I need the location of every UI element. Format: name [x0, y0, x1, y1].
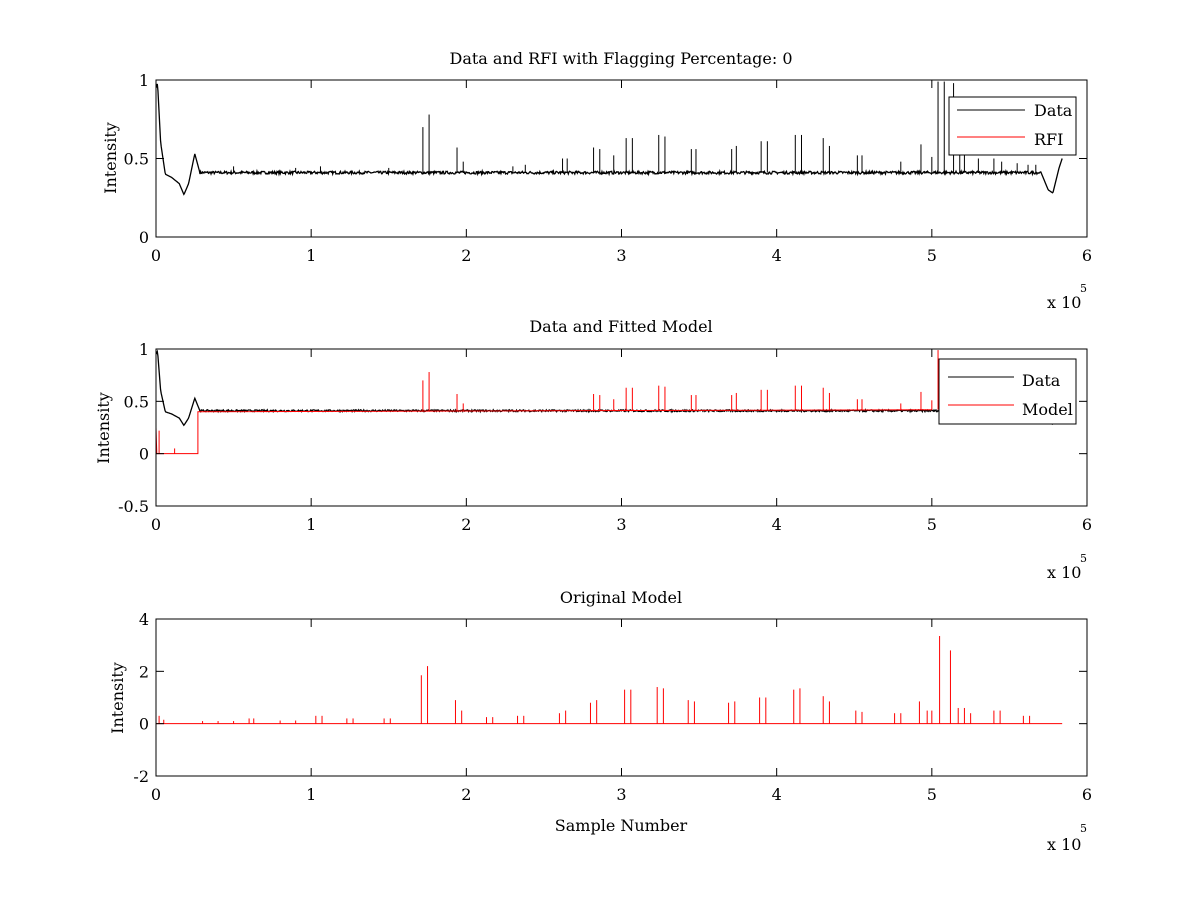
panel-1-x-scale-note: x 10	[1047, 293, 1081, 312]
panel-3-x-scale-note: x 10	[1047, 835, 1081, 854]
panel-1-x-tick-label: 5	[927, 246, 937, 265]
panel-1-series-group	[156, 81, 1063, 196]
panel-2-x-tick-label: 6	[1082, 515, 1092, 534]
panel-2-y-tick-label: 0	[139, 445, 149, 464]
panel-2: Data and Fitted Model 0 1 2 3 4 5 6-0.500.51 I…	[94, 317, 1092, 582]
panel-1-x-tick-label: 1	[306, 246, 316, 265]
panel-2-legend: Data Model	[938, 358, 1077, 425]
panel-3-x-exponent: x 10 5	[1047, 822, 1087, 854]
panel-2-ylabel: Intensity	[94, 392, 113, 464]
panel-3-x-tick-label: 2	[461, 785, 471, 804]
panel-3-y-tick-label: 4	[139, 610, 149, 629]
panel-1-y-tick-label: 0	[139, 228, 149, 247]
panel-2-x-tick-label: 4	[772, 515, 782, 534]
panel-1-plot-area: 0 1 2 3 4 5 6 0 0.5 1	[124, 71, 1093, 265]
panel-1-x-scale-exponent: 5	[1080, 282, 1087, 295]
panel-2-y-tick-label: -0.5	[118, 497, 149, 516]
panel-3-x-scale-exponent: 5	[1080, 822, 1087, 835]
panel-2-series-group	[156, 349, 1063, 455]
panel-2-legend-label-model: Model	[1022, 400, 1073, 419]
panel-1-x-tick-label: 3	[616, 246, 626, 265]
panel-1-legend: Data RFI	[948, 96, 1077, 156]
panel-3-y-tick-label: 2	[139, 662, 149, 681]
panel-3-ylabel: Intensity	[108, 662, 127, 734]
panel-1-legend-label-rfi: RFI	[1034, 130, 1063, 149]
panel-2-legend-label-data: Data	[1022, 371, 1061, 390]
panel-2-plot-area: 0 1 2 3 4 5 6-0.500.51	[118, 340, 1092, 534]
panel-3-title: Original Model	[560, 588, 682, 607]
panel-1-legend-box	[948, 96, 1077, 156]
panel-2-x-tick-label: 1	[306, 515, 316, 534]
panel-1-x-tick-label: 0	[151, 246, 161, 265]
panel-3-y-tick-label: 0	[139, 715, 149, 734]
panel-3-x-tick-label: 5	[927, 785, 937, 804]
panel-2-y-tick-label: 0.5	[124, 392, 149, 411]
panel-1: Data and RFI with Flagging Percentage: 0…	[101, 49, 1092, 312]
panel-2-x-exponent: x 10 5	[1047, 552, 1087, 582]
panel-3-x-tick-label: 4	[772, 785, 782, 804]
panel-3-y-tick-label: -2	[133, 767, 149, 786]
panel-2-x-scale-note: x 10	[1047, 563, 1081, 582]
panel-2-x-scale-exponent: 5	[1080, 552, 1087, 565]
panel-1-x-tick-label: 2	[461, 246, 471, 265]
panel-3-xlabel: Sample Number	[555, 816, 688, 835]
panel-3-x-tick-label: 3	[616, 785, 626, 804]
panel-2-x-tick-label: 3	[616, 515, 626, 534]
panel-3-x-tick-label: 6	[1082, 785, 1092, 804]
panel-2-title: Data and Fitted Model	[529, 317, 712, 336]
panel-1-title: Data and RFI with Flagging Percentage: 0	[449, 49, 792, 68]
panel-1-series-data-line	[156, 83, 1063, 196]
panel-1-ylabel: Intensity	[101, 122, 120, 194]
panel-1-x-exponent: x 10 5	[1047, 282, 1087, 312]
panel-3-x-tick-label: 1	[306, 785, 316, 804]
panel-2-x-tick-label: 0	[151, 515, 161, 534]
panel-2-legend-box	[938, 358, 1077, 425]
panel-1-x-tick-label: 6	[1082, 246, 1092, 265]
panel-3-x-tick-label: 0	[151, 785, 161, 804]
panel-2-x-tick-label: 2	[461, 515, 471, 534]
panel-3-series-group	[156, 636, 1063, 725]
panel-2-x-tick-label: 5	[927, 515, 937, 534]
panel-1-y-tick-label: 0.5	[124, 150, 149, 169]
panel-1-x-tick-label: 4	[772, 246, 782, 265]
panel-1-legend-label-data: Data	[1034, 101, 1073, 120]
panel-2-series-model-line	[156, 409, 932, 455]
panel-2-y-tick-label: 1	[139, 340, 149, 359]
panel-1-y-tick-label: 1	[139, 71, 149, 90]
